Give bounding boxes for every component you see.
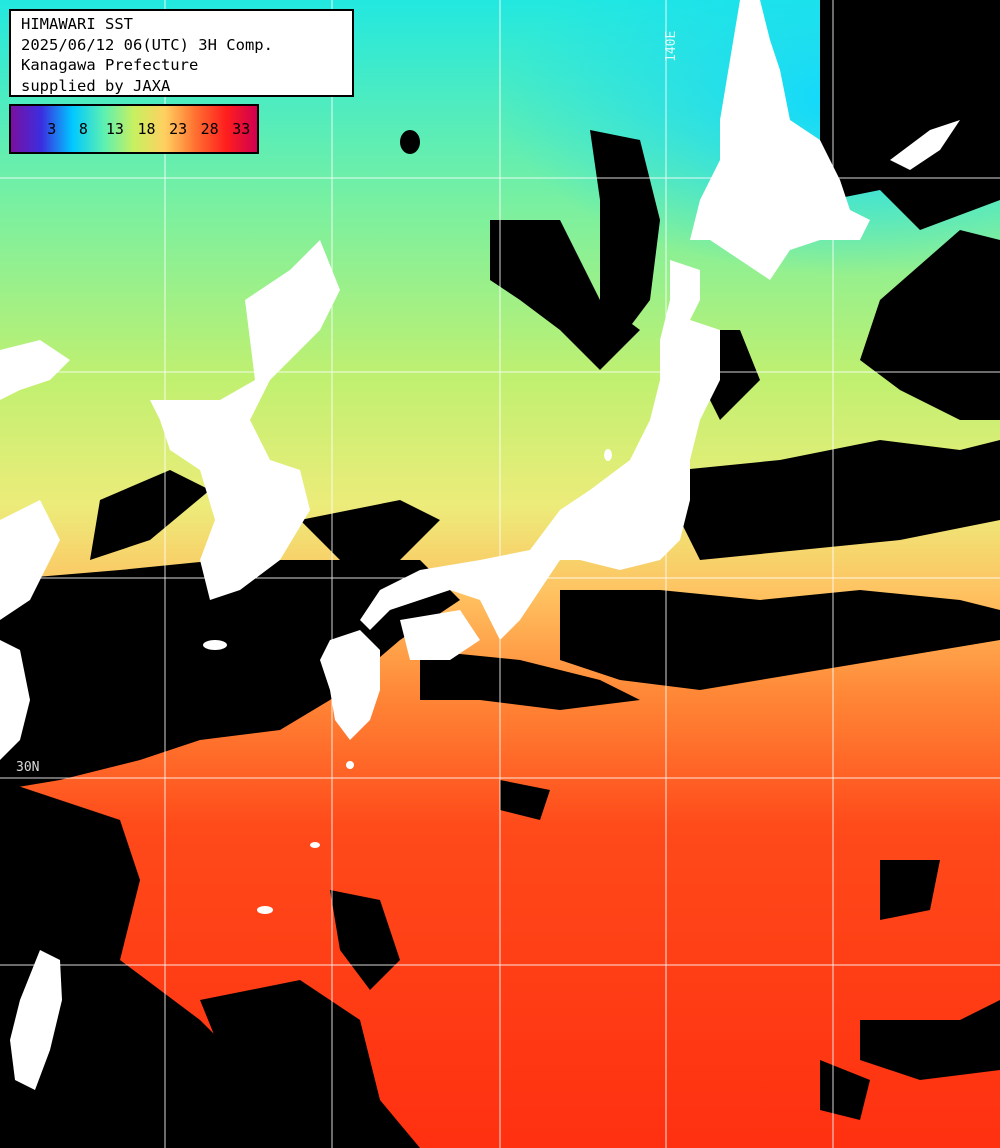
title-text: HIMAWARI SST xyxy=(21,15,133,33)
prefecture-text: Kanagawa Prefecture xyxy=(21,56,199,74)
legend-tick: 13 xyxy=(105,120,124,138)
land-masses xyxy=(0,0,960,1090)
legend-tick: 8 xyxy=(78,120,88,138)
legend-tick: 18 xyxy=(137,120,156,138)
lat-label-40n: 40N xyxy=(16,354,40,369)
legend-tick: 28 xyxy=(200,120,219,138)
lon-label-140e: 140E xyxy=(664,30,679,62)
lat-label-30n: 30N xyxy=(16,760,40,775)
timestamp-text: 2025/06/12 06(UTC) 3H Comp. xyxy=(21,35,273,54)
legend-tick: 23 xyxy=(169,120,188,138)
legend-tick: 3 xyxy=(47,120,57,138)
credit-text: supplied by JAXA xyxy=(21,76,171,95)
color-legend: 3 8 13 18 23 28 33 xyxy=(9,104,259,154)
legend-tick: 33 xyxy=(232,120,251,138)
info-box: HIMAWARI SST 2025/06/12 06(UTC) 3H Comp.… xyxy=(9,9,354,97)
